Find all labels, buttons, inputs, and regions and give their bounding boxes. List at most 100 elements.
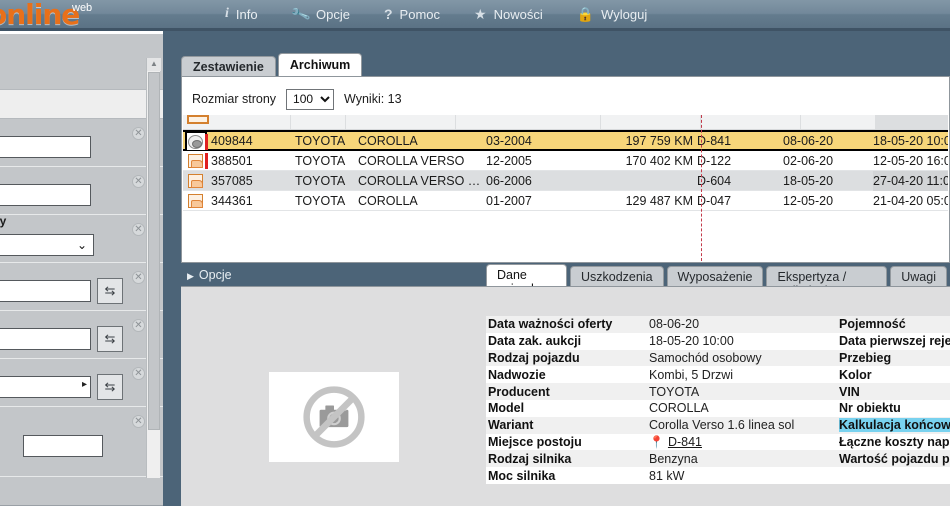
tab-dane-pojazdu[interactable]: Dane pojazdu [486,264,567,296]
cell-id: 409844 [211,134,253,148]
wrench-icon: 🔧 [289,3,312,25]
vehicle-icon [188,194,203,208]
brand-logo: online [0,0,80,31]
grid-toolbar: Rozmiar strony 100 Wyniki: 13 [192,87,402,111]
filter-text-input[interactable] [0,280,91,302]
detail-row: Rodzaj silnika Benzyna Wartość pojazdu p… [486,450,950,468]
sidebar-scrollbar[interactable]: ▲ [146,58,161,478]
nav-item-info-label: Info [235,6,258,22]
cell-make: TOYOTA [295,174,346,188]
detail-label-secondary: VIN [839,384,860,399]
cell-offer-end: 08-06-20 [783,134,834,148]
chevron-down-icon: ⌄ [76,238,87,252]
grid-header-cell[interactable] [876,115,948,129]
nav-item-pomoc[interactable]: ? Pomoc [384,0,440,28]
detail-value: COROLLA [649,401,709,416]
filter-range-input[interactable] [23,435,103,457]
vehicle-photo[interactable] [269,372,399,462]
cell-id: 388501 [211,154,253,168]
tab-archiwum[interactable]: Archiwum [277,53,363,77]
remove-filter-icon[interactable]: ✕ [132,127,145,140]
table-row[interactable]: 344361 TOYOTA COROLLA 01-2007 129 487 KM… [183,191,948,211]
cell-location: D-047 [697,194,732,208]
table-row[interactable]: 388501 TOYOTA COROLLA VERSO 12-2005 170 … [183,151,948,171]
remove-filter-icon[interactable]: ✕ [132,319,145,332]
scroll-up-icon[interactable]: ▲ [147,58,161,71]
remove-filter-icon[interactable]: ✕ [132,367,145,380]
detail-value: Kombi, 5 Drzwi [649,367,734,382]
nav-item-info[interactable]: i Info [225,0,258,28]
detail-row: Data ważności oferty 08-06-20 Pojemność [486,316,950,333]
sidebar-filter-row: ⇆ ✕ [0,263,167,311]
no-photo-icon [303,386,365,448]
cell-make: TOYOTA [295,134,346,148]
status-flag-icon [205,153,208,169]
main-content-panel: Zestawienie Archiwum Rozmiar strony 100 … [163,31,950,506]
swap-icon[interactable]: ⇆ [97,374,123,400]
grid-header-row [183,115,948,130]
nav-item-wyloguj[interactable]: 🔒 Wyloguj [577,0,648,28]
remove-filter-icon[interactable]: ✕ [132,271,145,284]
tab-ekspertyza-kalkulacja[interactable]: Ekspertyza / Kalkulacja [766,266,888,298]
swap-icon[interactable]: ⇆ [97,326,123,352]
cell-auction-end: 18-05-20 10:00 [873,134,948,148]
grid-header-cell[interactable] [346,115,456,129]
lock-icon: 🔒 [576,6,595,22]
cell-model: COROLLA VERSO [358,154,465,168]
chevron-right-icon: ▶ [187,271,194,281]
sidebar-filter-row: - ✕ [0,407,167,477]
detail-label-secondary: Nr obiektu [839,401,901,416]
sidebar-filter-row: ✕ [0,119,167,167]
nav-item-nowosci[interactable]: ★ Nowości [474,0,543,28]
parking-location-link[interactable]: D-841 [667,434,702,449]
cell-date: 12-2005 [486,154,532,168]
swap-icon[interactable]: ⇆ [97,278,123,304]
filter-text-input[interactable] [0,184,91,206]
sidebar-filter-list: ✕ ✕ owy ⌄ ✕ ⇆ ✕ ⇆ ✕ [0,119,167,477]
status-flag-icon [205,134,208,150]
grid-header-cell[interactable] [601,115,701,129]
detail-label: Moc silnika [488,468,556,483]
cell-offer-end: 02-06-20 [783,154,834,168]
filter-text-input[interactable] [0,328,91,350]
table-row[interactable]: 409844 TOYOTA COROLLA 03-2004 197 759 KM… [183,130,948,152]
detail-value: 81 kW [649,468,685,483]
grid-header-cell[interactable] [211,115,291,129]
remove-filter-icon[interactable]: ✕ [132,175,145,188]
tab-wyposazenie[interactable]: Wyposażenie [666,266,764,286]
filter-text-input[interactable] [0,136,91,158]
cell-make: TOYOTA [295,154,346,168]
filter-lookup-input[interactable] [0,376,91,398]
cell-model: COROLLA [358,134,418,148]
grid-header-cell[interactable] [701,115,801,129]
sidebar-filter-row: ✕ [0,167,167,215]
detail-label: Data ważności oferty [488,317,613,332]
cell-date: 01-2007 [486,194,532,208]
table-row[interactable]: 357085 TOYOTA COROLLA VERSO 2.... 06-200… [183,171,948,191]
detail-value-link-wrap: 📍 D-841 [649,435,839,449]
remove-filter-icon[interactable]: ✕ [132,415,145,428]
nav-item-opcje[interactable]: 🔧 Opcje [289,0,350,28]
grid-header-cell[interactable] [291,115,346,129]
cell-mileage: 129 487 KM [625,194,693,208]
scrollbar-thumb[interactable] [148,72,160,430]
sidebar-section-divider [0,89,167,119]
remove-filter-icon[interactable]: ✕ [132,223,145,236]
info-icon: i [225,6,229,21]
tab-uwagi[interactable]: Uwagi [890,266,947,286]
tab-zestawienie[interactable]: Zestawienie [181,56,276,77]
vehicle-icon [188,154,203,168]
filter-select[interactable]: ⌄ [0,234,94,256]
grid-header-cell[interactable] [801,115,876,129]
tab-uszkodzenia[interactable]: Uszkodzenia [569,266,664,286]
brand-logo-superscript: web [72,2,93,14]
detail-tab-bar: Dane pojazdu Uszkodzenia Wyposażenie Eks… [486,264,950,298]
page-size-select[interactable]: 100 [286,88,335,110]
nav-item-nowosci-label: Nowości [493,6,543,22]
detail-row: Data zak. aukcji 18-05-20 10:00 Data pie… [486,332,950,350]
detail-value: Samochód osobowy [649,350,762,365]
results-grid: 409844 TOYOTA COROLLA 03-2004 197 759 KM… [183,115,948,261]
grid-header-cell[interactable] [456,115,601,129]
options-collapsible-bar[interactable]: ▶ Opcje [181,264,950,286]
